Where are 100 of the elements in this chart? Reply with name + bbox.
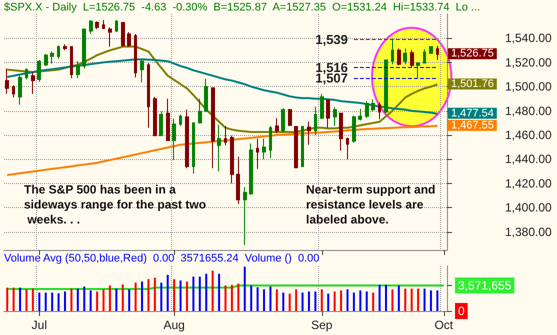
candlestick — [378, 102, 381, 120]
candlestick — [217, 124, 221, 172]
candlestick — [224, 125, 227, 146]
bar — [180, 280, 182, 311]
candlestick — [288, 109, 292, 126]
chart-title: $SPX.X - Daily L=1526.75 -4.63 -0.30% B=1525.87 A=1527.35 O=1531.24 Hi=1533.74 Lo ... — [4, 2, 480, 14]
candlestick — [416, 62, 420, 79]
candlestick — [179, 114, 182, 126]
bar — [44, 292, 47, 311]
candlestick — [102, 20, 105, 30]
candlestick — [281, 108, 285, 134]
candlestick — [185, 109, 189, 169]
bar — [147, 279, 150, 311]
candlestick — [423, 48, 426, 64]
candlestick — [82, 28, 86, 69]
bar — [230, 284, 233, 311]
bar — [352, 292, 355, 311]
candlestick — [159, 110, 163, 136]
data-label: 1,477.54 — [451, 107, 494, 120]
candlestick — [333, 106, 337, 126]
y-tick-label: 1,420.00 — [505, 176, 552, 190]
bar — [102, 289, 105, 311]
bar — [366, 292, 368, 311]
bar — [295, 289, 298, 311]
x-tick-label: Aug — [163, 318, 185, 332]
bar — [224, 286, 226, 311]
bar — [404, 288, 406, 311]
bar — [372, 292, 374, 311]
candlestick — [346, 136, 349, 160]
chart-title: Volume Avg (50,50,blue,Red) 0.00 3571655.24 Volume () 0.00 — [4, 252, 320, 264]
bar — [378, 284, 381, 311]
candlestick — [249, 142, 253, 196]
candlestick — [25, 68, 28, 80]
bar — [173, 279, 176, 311]
bar — [308, 292, 310, 311]
candlestick — [358, 108, 362, 122]
y-tick-label: 1,440.00 — [505, 152, 552, 166]
bar — [244, 266, 246, 311]
candlestick — [236, 156, 240, 205]
candlestick — [429, 46, 433, 54]
bar — [302, 292, 304, 311]
bar — [96, 292, 98, 311]
candlestick — [153, 96, 157, 136]
candlestick — [243, 186, 247, 246]
bar — [334, 292, 336, 311]
candlestick — [397, 48, 401, 66]
candlestick — [384, 59, 388, 114]
bar — [424, 288, 426, 311]
candlestick — [89, 20, 93, 34]
candlestick — [50, 51, 54, 64]
candlestick — [121, 22, 125, 48]
text: 1,526.75 — [451, 48, 494, 60]
bar — [108, 286, 111, 311]
bar — [166, 274, 169, 311]
candlestick — [127, 32, 131, 48]
candlestick — [198, 98, 202, 124]
bar — [327, 294, 330, 311]
candlestick — [31, 72, 35, 94]
bar — [340, 290, 342, 311]
ref-line-label: 1,516 — [315, 60, 348, 75]
candlestick — [230, 135, 234, 184]
y-tick-label: 1,460.00 — [505, 128, 552, 142]
bar — [417, 288, 420, 311]
candlestick — [76, 60, 80, 79]
data-label: 1,501.76 — [451, 78, 494, 90]
line-series — [6, 58, 438, 115]
y-tick-label: 3,571,655 — [458, 278, 512, 292]
bar — [115, 288, 118, 311]
bar — [320, 289, 323, 311]
bar — [385, 284, 388, 311]
candlestick — [95, 20, 99, 30]
bar — [64, 292, 66, 311]
candlestick — [147, 62, 150, 128]
candlestick — [18, 75, 22, 106]
x-tick-label: Jul — [32, 318, 47, 332]
candlestick — [57, 44, 60, 60]
candlestick — [314, 106, 317, 136]
bar — [250, 286, 252, 311]
candlestick — [326, 99, 330, 128]
bar — [122, 284, 124, 311]
bar — [276, 289, 278, 311]
y-tick-label: 1,540.00 — [505, 31, 552, 46]
bar — [76, 288, 79, 311]
data-label: 1,467.55 — [451, 119, 494, 132]
candlestick — [256, 138, 259, 170]
candlestick — [70, 46, 73, 79]
candlestick — [63, 44, 67, 51]
candlestick — [134, 33, 137, 78]
x-tick-label: Oct — [434, 318, 454, 332]
bar — [51, 292, 54, 311]
bar — [256, 287, 259, 311]
candlestick — [275, 118, 279, 134]
y-tick-label: 1,480.00 — [505, 104, 552, 118]
bar — [359, 290, 362, 311]
bar — [237, 284, 240, 311]
bar — [430, 290, 432, 311]
bar — [154, 278, 156, 311]
candlestick — [320, 93, 324, 120]
candlestick — [262, 138, 266, 160]
annotation: The S&P 500 has been in a sideways range for the past two weeks. . . — [24, 182, 206, 226]
